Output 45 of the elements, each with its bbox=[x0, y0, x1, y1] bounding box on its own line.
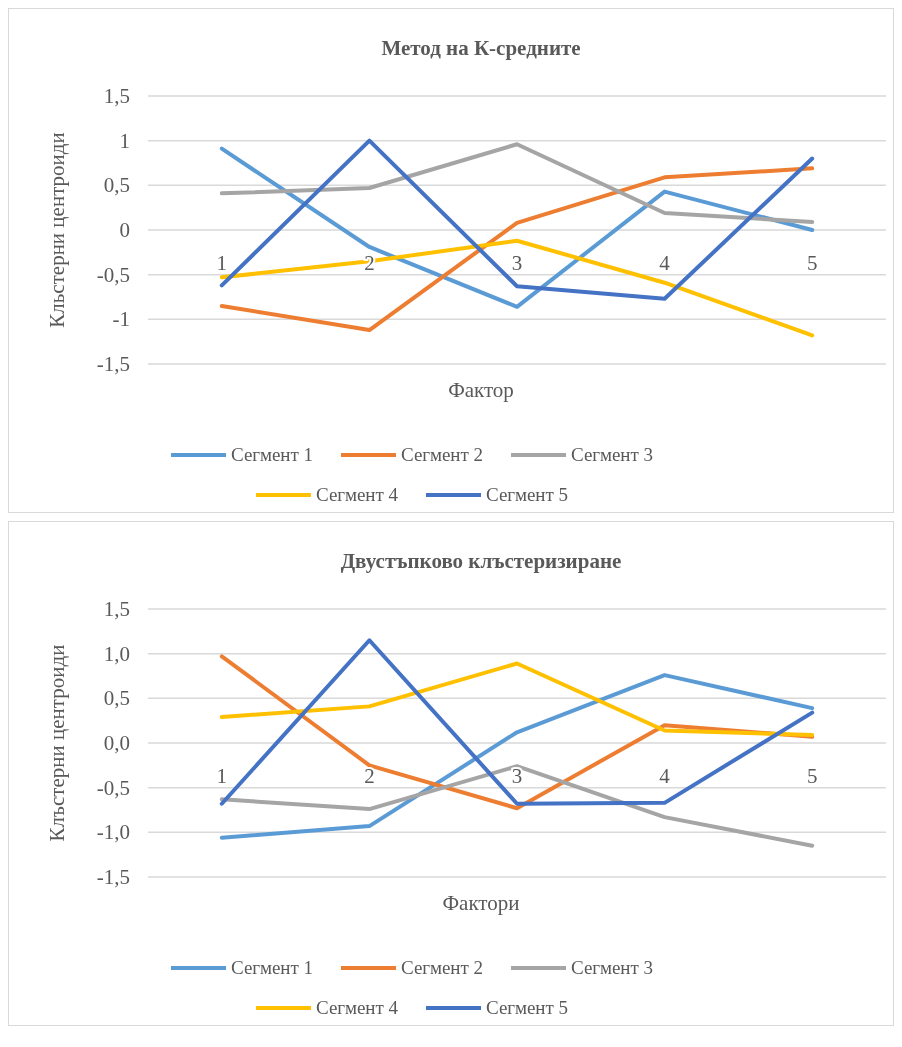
line-series bbox=[219, 166, 815, 333]
legend-label: Сегмент 2 bbox=[401, 957, 484, 978]
line-series bbox=[219, 238, 815, 338]
x-tick-label: 2 bbox=[364, 764, 375, 788]
x-axis-title: Фактори bbox=[442, 891, 520, 915]
y-tick-label: -1,0 bbox=[96, 820, 130, 845]
y-tick-label: 1 bbox=[119, 128, 130, 153]
legend-label: Сегмент 3 bbox=[571, 444, 654, 465]
line-series bbox=[219, 142, 815, 224]
chart-title: Двустъпково клъстеризиране bbox=[340, 549, 622, 573]
y-tick-label: 0,0 bbox=[103, 731, 130, 755]
y-tick-label: -0,5 bbox=[96, 775, 130, 800]
line-series bbox=[219, 764, 815, 848]
x-tick-label: 4 bbox=[659, 764, 671, 788]
x-tick-label: 1 bbox=[216, 764, 228, 788]
legend-label: Сегмент 4 bbox=[316, 997, 399, 1018]
legend-label: Сегмент 2 bbox=[401, 444, 484, 465]
x-tick-label: 1 bbox=[216, 251, 228, 275]
x-tick-label: 4 bbox=[659, 251, 671, 275]
chart-title: Метод на К-средните bbox=[381, 36, 581, 60]
legend-label: Сегмент 1 bbox=[231, 444, 314, 465]
legend-label: Сегмент 3 bbox=[571, 957, 654, 978]
x-tick-label: 3 bbox=[511, 251, 523, 275]
x-tick-label: 5 bbox=[806, 764, 818, 788]
legend-label: Сегмент 5 bbox=[486, 484, 569, 505]
line-series bbox=[219, 673, 815, 840]
y-tick-label: 0 bbox=[119, 218, 130, 242]
legend-label: Сегмент 5 bbox=[486, 997, 569, 1018]
y-tick-label: 1,5 bbox=[103, 597, 130, 621]
legend-label: Сегмент 4 bbox=[316, 484, 399, 505]
y-tick-label: -1 bbox=[112, 307, 130, 332]
y-axis-title: Кльстерни центроиди bbox=[45, 132, 69, 328]
y-tick-label: 0,5 bbox=[103, 173, 130, 198]
x-tick-label: 3 bbox=[511, 764, 523, 788]
x-tick-label: 5 bbox=[806, 251, 818, 275]
legend-label: Сегмент 1 bbox=[231, 957, 314, 978]
y-tick-label: 0,5 bbox=[103, 686, 130, 711]
y-tick-label: 1,0 bbox=[103, 641, 130, 666]
line-series bbox=[219, 661, 815, 737]
y-tick-label: -1,5 bbox=[96, 352, 130, 376]
y-tick-label: 1,5 bbox=[103, 84, 130, 108]
y-axis-title: Клъстерни центроиди bbox=[45, 644, 69, 842]
y-tick-label: -0,5 bbox=[96, 262, 130, 287]
x-axis-title: Фактор bbox=[448, 378, 514, 402]
y-tick-label: -1,5 bbox=[96, 865, 130, 889]
